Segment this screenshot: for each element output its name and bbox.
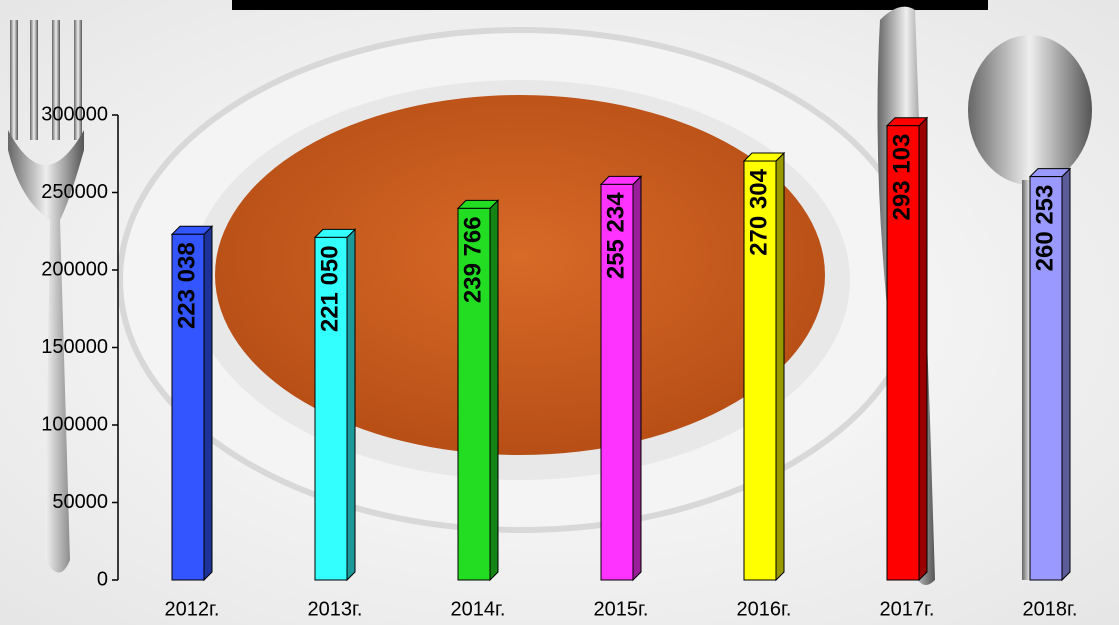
y-tick-label: 200000 [41, 258, 108, 280]
bar-side-shade [1062, 168, 1070, 580]
x-tick-label: 2018г. [1023, 598, 1078, 620]
bar-side-shade [347, 229, 355, 580]
bar-side-shade [919, 117, 927, 580]
fork [8, 20, 84, 573]
y-tick-label: 300000 [41, 103, 108, 125]
bar-side-shade [633, 176, 641, 580]
bar [886, 125, 920, 581]
x-tick-label: 2012г. [165, 598, 220, 620]
bar [171, 233, 205, 581]
x-tick-label: 2016г. [737, 598, 792, 620]
x-tick-label: 2017г. [880, 598, 935, 620]
bar [1029, 176, 1063, 581]
value-label: 270 304 [745, 168, 772, 255]
y-tick-label: 0 [97, 568, 108, 590]
bar-side-shade [204, 226, 212, 580]
value-label: 239 766 [459, 216, 486, 303]
soup [215, 95, 825, 455]
value-label: 260 253 [1031, 185, 1058, 272]
x-tick-label: 2014г. [451, 598, 506, 620]
bar [314, 236, 348, 581]
value-label: 223 038 [173, 242, 200, 329]
x-tick-label: 2015г. [594, 598, 649, 620]
y-tick-label: 250000 [41, 181, 108, 203]
x-tick-label: 2013г. [308, 598, 363, 620]
bar [743, 160, 777, 581]
y-tick-label: 50000 [52, 491, 108, 513]
bar-side-shade [490, 200, 498, 580]
bar [600, 183, 634, 581]
title-bar [232, 0, 988, 10]
value-label: 221 050 [316, 245, 343, 332]
bar-side-shade [776, 153, 784, 580]
value-label: 255 234 [602, 192, 629, 279]
y-tick-label: 100000 [41, 413, 108, 435]
value-label: 293 103 [888, 134, 915, 221]
bar [457, 207, 491, 581]
y-tick-label: 150000 [41, 336, 108, 358]
